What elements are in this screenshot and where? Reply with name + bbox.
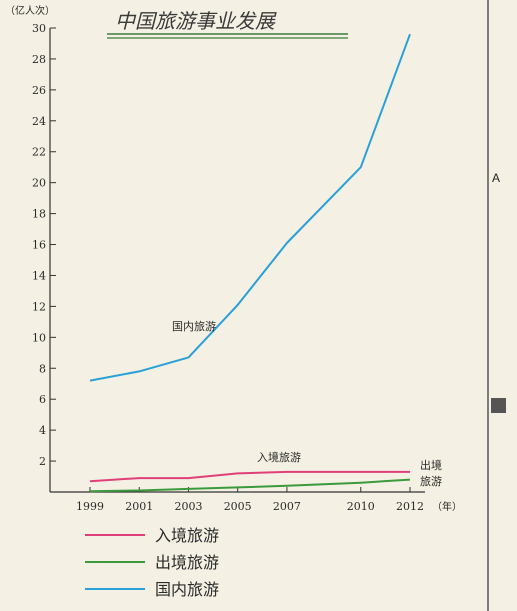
- y-tick-label: 18: [32, 208, 46, 221]
- x-tick-label: 1999: [76, 500, 104, 513]
- annotation-outbound-1: 出境: [420, 458, 442, 472]
- y-tick-label: 8: [39, 362, 46, 375]
- legend-label: 入境旅游: [155, 526, 219, 545]
- x-tick-label: 2005: [224, 500, 252, 513]
- y-tick-label: 30: [32, 22, 46, 35]
- series-line-1: [89, 478, 411, 493]
- annotation-domestic: 国内旅游: [172, 319, 216, 333]
- y-tick-label: 2: [39, 455, 46, 468]
- annotation-inbound: 入境旅游: [257, 450, 301, 464]
- y-tick-label: 22: [32, 146, 46, 159]
- legend-label: 出境旅游: [155, 553, 219, 572]
- annotation-outbound-2: 旅游: [420, 474, 442, 488]
- y-tick-label: 20: [32, 177, 46, 190]
- chart-title: 中国旅游事业发展: [115, 9, 277, 33]
- y-tick-label: 6: [39, 393, 46, 406]
- y-tick-label: 10: [32, 331, 46, 344]
- legend-label: 国内旅游: [155, 580, 219, 599]
- y-tick-label: 12: [32, 300, 46, 313]
- series-line-2: [89, 33, 411, 382]
- side-marker: [491, 398, 506, 413]
- y-tick-label: 4: [39, 424, 46, 437]
- y-tick-label: 24: [32, 115, 46, 128]
- y-tick-label: 16: [32, 239, 46, 252]
- side-letter: A: [492, 171, 500, 185]
- x-tick-label: 2003: [174, 500, 202, 513]
- y-tick-label: 26: [32, 84, 46, 97]
- y-tick-label: 28: [32, 53, 46, 66]
- y-tick-label: 14: [32, 269, 46, 282]
- x-unit-label: （年）: [432, 500, 462, 513]
- series-line-0: [89, 470, 410, 483]
- y-unit-label: （亿人次）: [5, 4, 55, 17]
- x-tick-label: 2001: [125, 500, 153, 513]
- x-tick-label: 2012: [396, 500, 424, 513]
- x-tick-label: 2007: [273, 500, 301, 513]
- x-tick-label: 2010: [347, 500, 375, 513]
